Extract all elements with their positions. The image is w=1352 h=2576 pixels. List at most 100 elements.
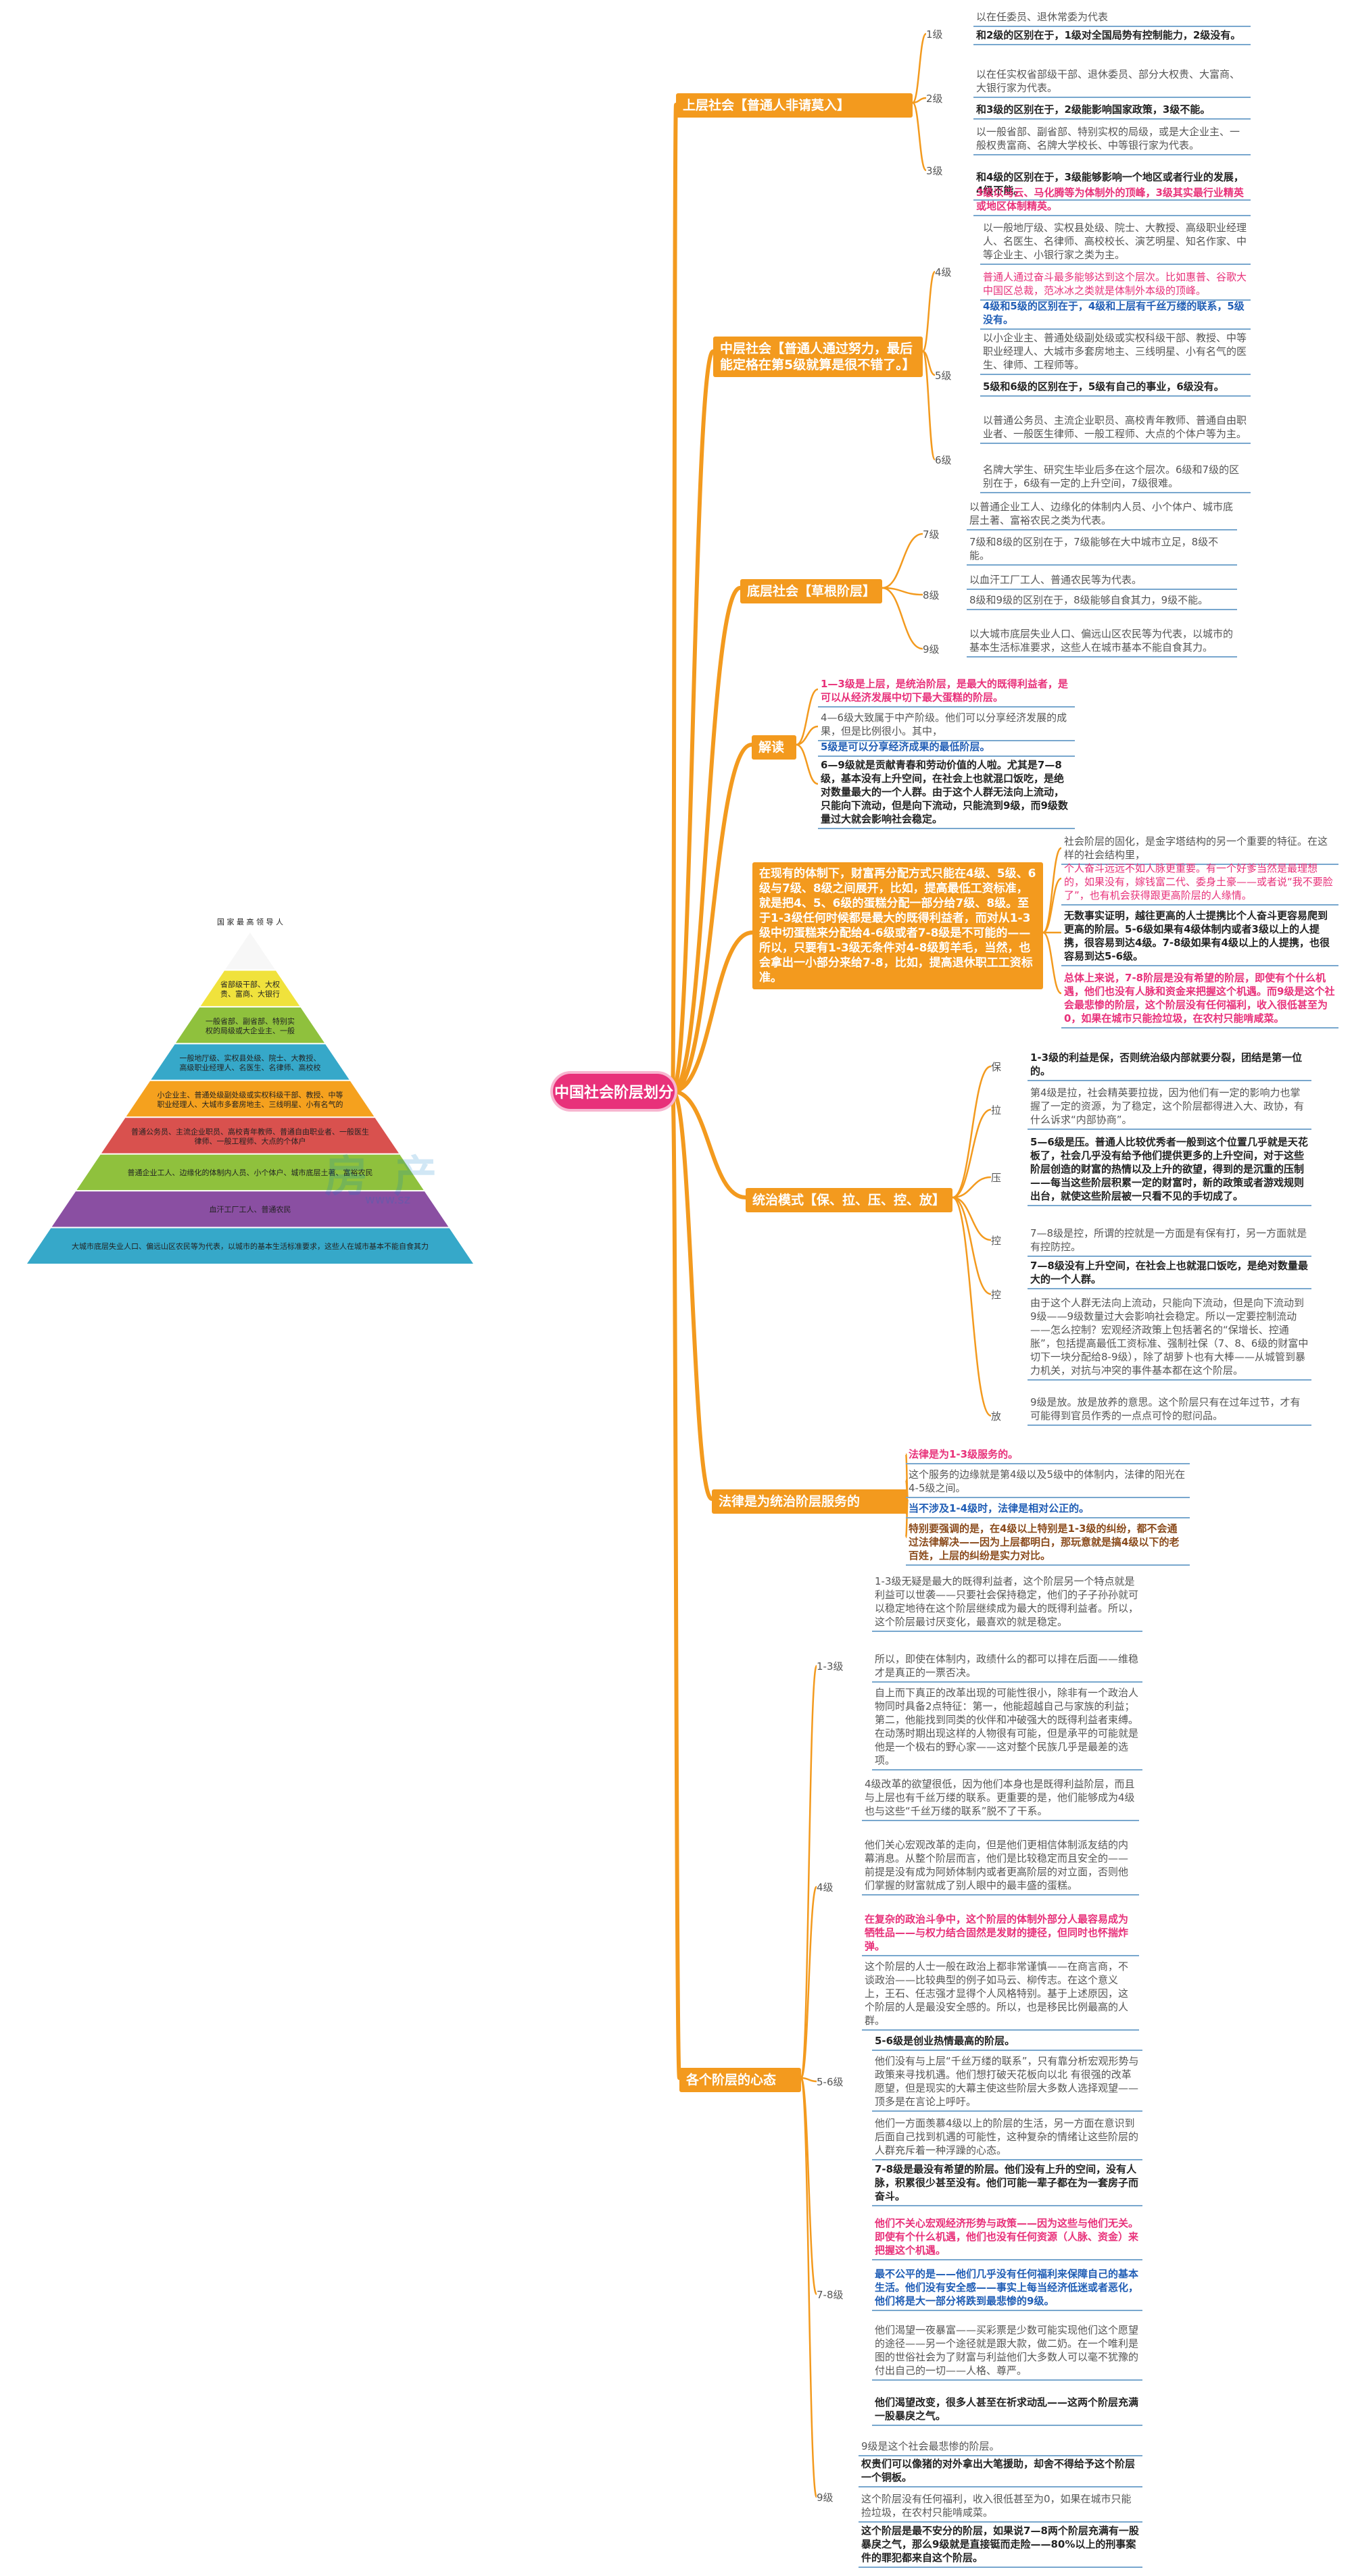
pyramid-title: 国 家 最 高 领 导 人 bbox=[217, 918, 283, 926]
watermark-url: www.sz bbox=[365, 1193, 411, 1207]
sub-line-7 bbox=[882, 587, 923, 596]
sub-line-12 bbox=[1042, 847, 1062, 934]
rule-bao-label[interactable]: 保 bbox=[991, 1061, 1002, 1073]
level-7-label[interactable]: 7级 bbox=[923, 528, 940, 541]
sub-line-28 bbox=[800, 2077, 817, 2083]
note: 特别要强调的是，在4级以上特别是1-3级的纠纷，都不会通过法律解决——因为上层都… bbox=[906, 1522, 1190, 1566]
pyramid-tier-label: 一般省部、副省部、特别实权的局级或大企业主、一般 bbox=[206, 1016, 295, 1035]
rule-kong-label-2[interactable]: 控 bbox=[991, 1289, 1002, 1301]
branch-line-1 bbox=[671, 349, 715, 1093]
note: 社会阶层的固化，是金字塔结构的另一个重要的特征。在这样的社会结构里， bbox=[1061, 835, 1338, 865]
note: 总体上来说，7-8阶层是没有希望的阶层，即使有个什么机遇，他们也没有人脉和资金来… bbox=[1061, 971, 1338, 1029]
pyramid-tier-5 bbox=[126, 1081, 375, 1117]
note: 8级和9级的区别在于，8级能够自食其力，9级不能。 bbox=[967, 593, 1237, 610]
pyramid-tier-label: 大城市底层失业人口、偏远山区农民等为代表，以城市的基本生活标准要求，这些人在城市… bbox=[72, 1241, 429, 1251]
branch-line-7 bbox=[671, 1089, 681, 2080]
note: 在复杂的政治斗争中，这个阶层的体制外部分人最容易成为牺牲品——与权力结合固然是发… bbox=[862, 1912, 1139, 1956]
note: 7-8级是最没有希望的阶层。他们没有上升的空间，没有人脉，积累很少甚至没有。他们… bbox=[872, 2162, 1142, 2206]
note: 3级以马云、马化腾等为体制外的顶峰，3级其实最行业精英或地区体制精英。 bbox=[973, 186, 1251, 216]
sub-line-3 bbox=[921, 270, 936, 353]
note: 这个阶层是最不安分的阶层，如果说7—8两个阶层充满有一股暴戾之气，那么9级就是直… bbox=[859, 2524, 1142, 2568]
pyramid-tier-9 bbox=[27, 1228, 473, 1264]
note: 权贵们可以像猪的对外拿出大笔援助，却舍不得给予这个阶层一个铜板。 bbox=[859, 2457, 1142, 2487]
pyramid-tier-label: 小企业主、普通处级副处级或实权科级干部、教授、中等职业经理人、大城市多套房地主、… bbox=[158, 1090, 343, 1109]
note: 6—9级就是贡献青春和劳动价值的人啦。尤其是7—8级，基本没有上升空间，在社会上… bbox=[818, 758, 1075, 829]
sub-line-27 bbox=[800, 1885, 818, 2079]
watermark: 房 产 bbox=[324, 1152, 443, 1202]
topic-middle-society[interactable]: 中层社会【普通人通过努力，最后能定格在第5级就算是很不错了。】 bbox=[713, 337, 923, 377]
note: 普通人通过奋斗最多能够达到这个层次。比如惠普、谷歌大中国区总裁，范冰冰之类就是体… bbox=[980, 270, 1251, 301]
level-1-label[interactable]: 1级 bbox=[926, 28, 943, 41]
rule-fang-label[interactable]: 放 bbox=[991, 1410, 1002, 1422]
note: 4—6级大致属于中产阶级。他们可以分享经济发展的成果，但是比例很小。其中， bbox=[818, 711, 1075, 741]
note: 第4级是拉，社会精英要拉拢，因为他们有一定的影响力也掌握了一定的资源，为了稳定，… bbox=[1028, 1086, 1311, 1130]
mind-7-8-label[interactable]: 7-8级 bbox=[817, 2289, 844, 2301]
topic-lower-society[interactable]: 底层社会【草根阶层】 bbox=[740, 579, 882, 603]
rule-kong-label-1[interactable]: 控 bbox=[991, 1235, 1002, 1247]
mind-1-3-label[interactable]: 1-3级 bbox=[817, 1660, 844, 1673]
level-4-label[interactable]: 4级 bbox=[935, 266, 952, 278]
note: 所以，即使在体制内，政绩什么的都可以排在后面——维稳才是真正的一票否决。 bbox=[872, 1652, 1142, 1683]
level-8-label[interactable]: 8级 bbox=[923, 589, 940, 601]
note: 以普通企业工人、边缘化的体制内人员、小个体户、城市底层土著、富裕农民之类为代表。 bbox=[967, 500, 1237, 530]
note: 1—3级是上层，是统治阶层，是最大的既得利益者，是可以从经济发展中切下最大蛋糕的… bbox=[818, 677, 1075, 708]
note: 他们渴望一夜暴富——买彩票是少数可能实现他们这个愿望的途径——另一个途径就是跟大… bbox=[872, 2323, 1142, 2381]
note: 以血汗工厂工人、普通农民等为代表。 bbox=[967, 573, 1237, 590]
note: 由于这个人群无法向上流动，只能向下流动，但是向下流动到9级——9级数量过大会影响… bbox=[1028, 1296, 1311, 1381]
pyramid-tier-4 bbox=[151, 1044, 349, 1080]
sub-line-13 bbox=[1042, 877, 1062, 934]
sub-line-30 bbox=[800, 2077, 818, 2498]
level-6-label[interactable]: 6级 bbox=[935, 454, 952, 466]
pyramid-tier-8 bbox=[51, 1191, 449, 1227]
central-topic[interactable]: 中国社会阶层划分 bbox=[553, 1074, 675, 1109]
note: 和4级的区别在于，3级能够影响一个地区或者行业的发展，4级不能。 bbox=[973, 170, 1251, 201]
mind-9-label[interactable]: 9级 bbox=[817, 2492, 834, 2504]
level-2-label[interactable]: 2级 bbox=[926, 93, 943, 105]
sub-line-6 bbox=[882, 532, 923, 589]
topic-system[interactable]: 在现有的体制下，财富再分配方式只能在4级、5级、6级与7级、8级之间展开，比如，… bbox=[752, 862, 1043, 989]
pyramid-tier-label: 普通公务员、主流企业职员、高校青年教师、普通自由职业者、一般医生律师、一般工程师… bbox=[131, 1126, 369, 1145]
note: 以小企业主、普通处级副处级或实权科级干部、教授、中等职业经理人、大城市多套房地主… bbox=[980, 331, 1251, 375]
sub-line-26 bbox=[800, 1664, 818, 2079]
pyramid-tier-6 bbox=[101, 1118, 399, 1154]
note: 5-6级是创业热情最高的阶层。 bbox=[872, 2034, 1142, 2051]
sub-line-0 bbox=[911, 32, 927, 104]
branch-line-4 bbox=[672, 931, 753, 1093]
note: 他们关心宏观改革的走向，但是他们更相信体制派友结的内幕消息。从整个阶层而言，他们… bbox=[862, 1838, 1139, 1896]
topic-rule-mode[interactable]: 统治模式【保、拉、压、控、放】 bbox=[746, 1188, 952, 1212]
note: 7—8级没有上升空间，在社会上也就混口饭吃，是绝对数量最大的一个人群。 bbox=[1028, 1259, 1311, 1289]
sub-line-20 bbox=[952, 1196, 992, 1295]
topic-explain[interactable]: 解读 bbox=[752, 735, 796, 760]
rule-ya-label[interactable]: 压 bbox=[991, 1172, 1002, 1184]
pyramid-tier-7 bbox=[76, 1154, 424, 1191]
topic-law[interactable]: 法律是为统治阶层服务的 bbox=[712, 1489, 908, 1514]
topic-upper-society[interactable]: 上层社会【普通人非请莫入】 bbox=[676, 93, 913, 118]
note: 5级和6级的区别在于，5级有自己的事业，6级没有。 bbox=[980, 380, 1251, 397]
sub-line-9 bbox=[796, 688, 819, 746]
note: 以在任实权省部级干部、退休委员、部分大权贵、大富商、大银行家为代表。 bbox=[973, 68, 1251, 98]
level-3-label[interactable]: 3级 bbox=[926, 165, 943, 177]
sub-line-5 bbox=[921, 350, 936, 461]
mind-5-6-label[interactable]: 5-6级 bbox=[817, 2076, 844, 2088]
rule-la-label[interactable]: 拉 bbox=[991, 1104, 1002, 1116]
branch-line-2 bbox=[671, 586, 742, 1093]
note: 他们一方面羡慕4级以上的阶层的生活，另一方面在意识到后面自己找到机遇的可能性，这… bbox=[872, 2116, 1142, 2160]
note: 自上而下真正的改革出现的可能性很小，除非有一个政治人物同时具备2点特征：第一，他… bbox=[872, 1686, 1142, 1770]
pyramid-tier-label: 普通企业工人、边缘化的体制内人员、小个体户、城市底层土著、富裕农民 bbox=[128, 1168, 373, 1177]
topic-mindset[interactable]: 各个阶层的心态 bbox=[679, 2068, 801, 2092]
note: 1-3级的利益是保，否则统治级内部就要分裂，团结是第一位的。 bbox=[1028, 1051, 1311, 1081]
sub-line-8 bbox=[882, 587, 923, 650]
note: 和3级的区别在于，2级能影响国家政策，3级不能。 bbox=[973, 103, 1251, 120]
note: 以一般地厅级、实权县处级、院士、大教授、高级职业经理人、名医生、名律师、高校校长… bbox=[980, 221, 1251, 265]
level-9-label[interactable]: 9级 bbox=[923, 643, 940, 655]
note: 名牌大学生、研究生毕业后多在这个层次。6级和7级的区别在于，6级有一定的上升空间… bbox=[980, 463, 1251, 493]
mind-4-label[interactable]: 4级 bbox=[817, 1881, 834, 1893]
note: 这个阶层没有任何福利，收入很低甚至为0，如果在城市只能捡垃圾，在农村只能啃咸菜。 bbox=[859, 2492, 1142, 2523]
sub-line-2 bbox=[911, 101, 927, 172]
note: 最不公平的是——他们几乎没有任何福利来保障自己的基本生活。他们没有安全感——事实… bbox=[872, 2267, 1142, 2311]
sub-line-18 bbox=[952, 1176, 992, 1199]
level-5-label[interactable]: 5级 bbox=[935, 370, 952, 382]
pyramid-tier-label: 省部级干部、大权贵、富商、大银行 bbox=[220, 980, 280, 999]
pyramid-apex bbox=[225, 933, 275, 970]
